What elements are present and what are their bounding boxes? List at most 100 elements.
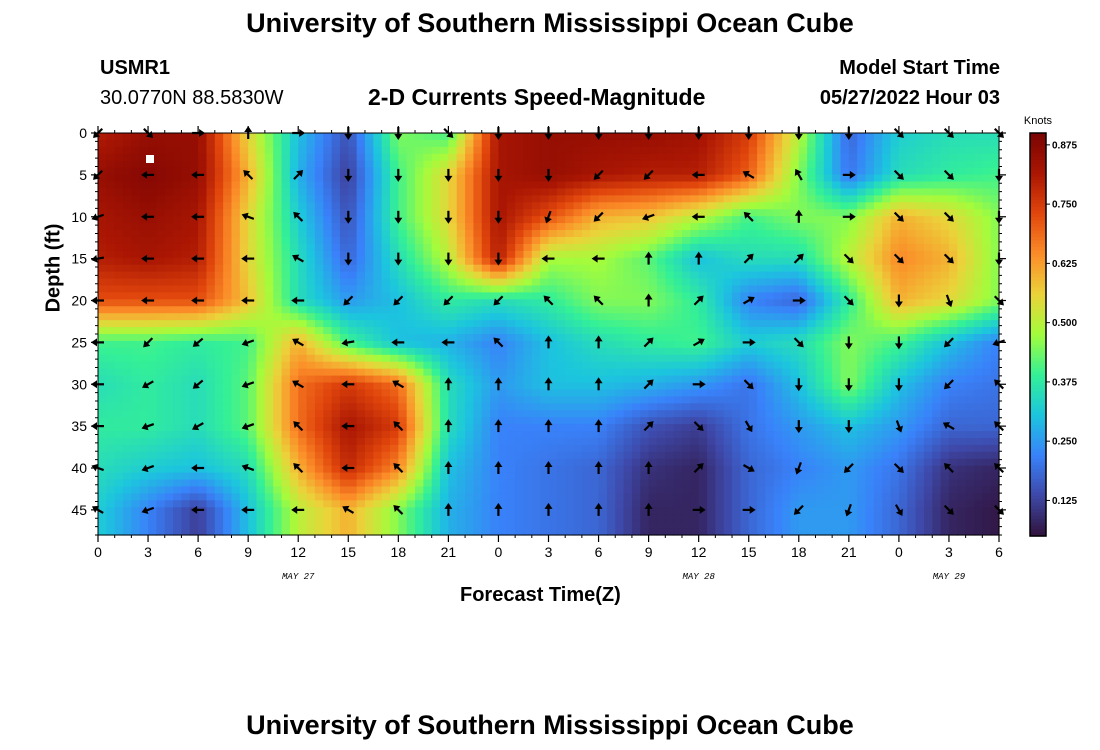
heat-cell <box>590 396 600 404</box>
heat-cell <box>323 424 333 432</box>
heat-cell <box>264 451 274 460</box>
heat-cell <box>523 181 533 190</box>
heat-cell <box>798 327 808 335</box>
heat-cell <box>940 431 950 439</box>
heat-cell <box>131 153 141 162</box>
heat-cell <box>139 375 149 384</box>
heat-cell <box>256 236 266 245</box>
heat-cell <box>715 223 725 231</box>
heat-cell <box>273 340 283 349</box>
heat-cell <box>481 327 491 335</box>
heat-cell <box>765 195 775 203</box>
heat-cell <box>415 361 424 370</box>
heat-cell <box>840 389 850 397</box>
heat-cell <box>239 139 249 148</box>
heat-cell <box>273 431 283 439</box>
heat-cell <box>381 174 391 183</box>
heat-cell <box>640 334 650 342</box>
heat-cell <box>848 223 858 231</box>
heat-cell <box>281 417 291 425</box>
heat-cell <box>198 396 208 404</box>
heat-cell <box>206 340 216 349</box>
heat-cell <box>548 299 558 307</box>
heat-cell <box>214 250 224 259</box>
heat-cell <box>823 417 833 425</box>
heat-cell <box>498 313 508 321</box>
heat-cell <box>698 146 708 155</box>
heat-cell <box>606 181 616 190</box>
heat-cell <box>732 320 741 328</box>
heat-cell <box>565 243 575 252</box>
heat-cell <box>798 264 808 273</box>
heat-cell <box>498 195 508 203</box>
heat-cell <box>273 292 283 300</box>
heat-cell <box>915 250 925 259</box>
heat-cell <box>581 361 591 370</box>
heat-cell <box>915 174 925 183</box>
heat-cell <box>223 285 233 294</box>
heat-cell <box>656 382 666 391</box>
heat-cell <box>273 271 283 280</box>
heat-cell <box>898 188 908 196</box>
heat-cell <box>848 306 858 314</box>
heat-cell <box>481 264 491 273</box>
heat-cell <box>907 431 917 439</box>
heat-cell <box>765 292 775 300</box>
heat-cell <box>573 368 583 377</box>
heat-cell <box>815 278 825 287</box>
heat-cell <box>882 299 892 307</box>
heat-cell <box>715 403 725 411</box>
heat-cell <box>748 271 758 280</box>
heat-cell <box>765 174 775 183</box>
heat-cell <box>373 257 383 266</box>
heat-cell <box>581 278 591 287</box>
heat-cell <box>198 236 208 245</box>
heat-cell <box>648 160 658 169</box>
heat-cell <box>139 313 149 321</box>
heat-cell <box>106 375 116 384</box>
heat-cell <box>406 306 416 314</box>
heat-cell <box>473 306 483 314</box>
heat-cell <box>665 264 675 273</box>
heat-cell <box>206 396 216 404</box>
heat-cell <box>732 368 741 377</box>
heat-cell <box>907 292 917 300</box>
heat-cell <box>573 431 583 439</box>
heat-cell <box>565 382 575 391</box>
heat-cell <box>148 340 157 349</box>
heat-cell <box>757 361 766 370</box>
heat-cell <box>506 340 516 349</box>
heat-cell <box>707 396 716 404</box>
heat-cell <box>923 306 933 314</box>
heat-cell <box>248 202 258 210</box>
heat-cell <box>381 382 391 391</box>
heat-cell <box>98 444 107 453</box>
heat-cell <box>732 285 741 294</box>
heat-cell <box>348 230 358 238</box>
heat-cell <box>515 340 525 349</box>
heat-cell <box>515 368 525 377</box>
heat-cell <box>832 257 842 266</box>
heat-cell <box>698 320 708 328</box>
heat-cell <box>298 202 308 210</box>
heat-cell <box>281 382 291 391</box>
heat-cell <box>415 250 424 259</box>
heat-cell <box>198 313 208 321</box>
heat-cell <box>264 299 274 307</box>
heat-cell <box>248 216 258 224</box>
heat-cell <box>239 257 249 266</box>
heat-cell <box>840 285 850 294</box>
heat-cell <box>264 278 274 287</box>
heat-cell <box>181 139 191 148</box>
heat-cell <box>214 424 224 432</box>
heat-cell <box>306 230 316 238</box>
heat-cell <box>815 160 825 169</box>
heat-cell <box>256 347 266 356</box>
heat-cell <box>773 410 783 418</box>
heat-cell <box>565 292 575 300</box>
heat-cell <box>481 146 491 155</box>
heat-cell <box>456 368 466 377</box>
heat-cell <box>248 340 258 349</box>
heat-cell <box>239 334 249 342</box>
heat-cell <box>882 389 892 397</box>
